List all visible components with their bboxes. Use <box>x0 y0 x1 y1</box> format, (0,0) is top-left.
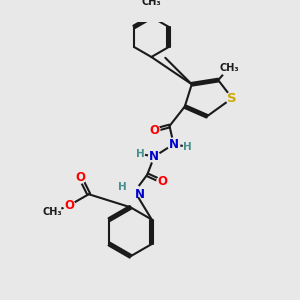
Text: H: H <box>118 182 127 192</box>
Circle shape <box>75 172 86 183</box>
Circle shape <box>44 203 62 221</box>
Circle shape <box>148 151 160 162</box>
Text: N: N <box>135 188 145 201</box>
Circle shape <box>167 138 180 150</box>
Circle shape <box>142 0 160 11</box>
Text: O: O <box>64 199 74 212</box>
Circle shape <box>136 150 144 158</box>
Circle shape <box>157 176 168 187</box>
Circle shape <box>129 185 141 198</box>
Circle shape <box>168 139 179 149</box>
Circle shape <box>148 124 160 136</box>
Text: H: H <box>136 149 145 159</box>
Circle shape <box>75 172 86 183</box>
Text: O: O <box>158 175 167 188</box>
Text: CH₃: CH₃ <box>142 0 161 7</box>
Circle shape <box>64 200 75 211</box>
Circle shape <box>220 59 238 76</box>
Text: CH₃: CH₃ <box>220 63 239 73</box>
Circle shape <box>149 152 160 162</box>
Text: O: O <box>149 124 159 137</box>
Text: N: N <box>149 150 159 163</box>
Text: CH₃: CH₃ <box>43 207 62 217</box>
Circle shape <box>149 125 160 136</box>
Text: N: N <box>169 138 179 151</box>
Circle shape <box>157 176 168 187</box>
Circle shape <box>226 92 238 104</box>
Text: H: H <box>183 142 192 152</box>
Circle shape <box>183 143 192 151</box>
Text: S: S <box>227 92 237 105</box>
Text: O: O <box>75 171 85 184</box>
Circle shape <box>64 200 75 211</box>
